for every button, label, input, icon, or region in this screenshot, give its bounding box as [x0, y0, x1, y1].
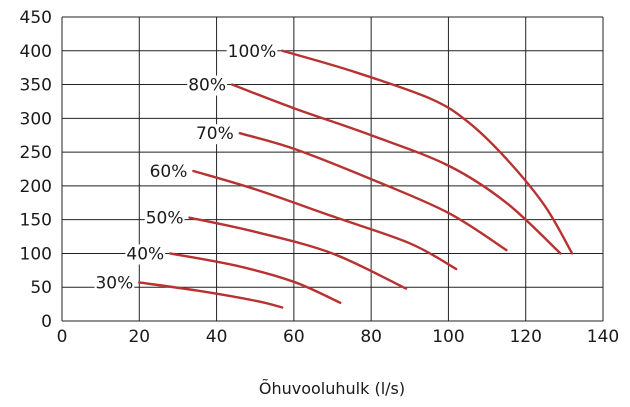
series-label-70: 70%	[196, 124, 234, 144]
series-label-background	[144, 208, 185, 229]
series-line-100	[281, 49, 574, 255]
series-line-70	[238, 131, 508, 252]
series-line-50	[188, 216, 408, 290]
series-label-80: 80%	[188, 76, 226, 96]
series-lines: 100%80% 70% 60% 50% 40% 30%	[94, 41, 574, 309]
series-label-background	[148, 162, 189, 183]
series-label-background	[94, 273, 135, 294]
y-axis: 0 50 100 150 200 250 300 350 400 450	[20, 8, 52, 332]
x-axis: 0 20 40 60 80 100 120 140	[57, 327, 620, 347]
series-line-80	[230, 83, 562, 255]
series-label-40: 40%	[126, 244, 164, 264]
series-label-100: 100%	[228, 42, 277, 62]
y-tick-label: 100	[20, 244, 52, 264]
series-label-60: 60%	[150, 162, 188, 182]
series-label-background	[226, 41, 278, 62]
y-tick-label: 0	[41, 312, 52, 332]
series-label-50: 50%	[146, 209, 184, 229]
x-tick-label: 60	[283, 327, 305, 347]
series-label-30: 30%	[95, 273, 133, 293]
x-tick-label: 80	[360, 327, 382, 347]
x-tick-label: 0	[57, 327, 68, 347]
y-tick-label: 150	[20, 211, 52, 231]
series-label-background	[194, 124, 235, 145]
x-axis-label: Õhuvooluhulk (l/s)	[259, 379, 405, 398]
y-tick-label: 200	[20, 177, 52, 197]
y-tick-label: 50	[30, 278, 52, 298]
y-tick-label: 350	[20, 76, 52, 96]
y-tick-label: 250	[20, 143, 52, 163]
series-line-40	[169, 252, 342, 304]
x-tick-label: 100	[432, 327, 464, 347]
x-tick-label: 120	[509, 327, 541, 347]
series-line-60	[192, 169, 458, 271]
series-line-30	[138, 281, 284, 309]
x-tick-label: 40	[206, 327, 228, 347]
y-tick-label: 450	[20, 8, 52, 28]
series-label-background	[125, 244, 166, 265]
y-tick-label: 400	[20, 42, 52, 62]
grid	[61, 16, 604, 322]
series-label-background	[187, 75, 228, 96]
x-tick-label: 140	[587, 327, 619, 347]
y-tick-label: 300	[20, 109, 52, 129]
x-tick-label: 20	[128, 327, 150, 347]
